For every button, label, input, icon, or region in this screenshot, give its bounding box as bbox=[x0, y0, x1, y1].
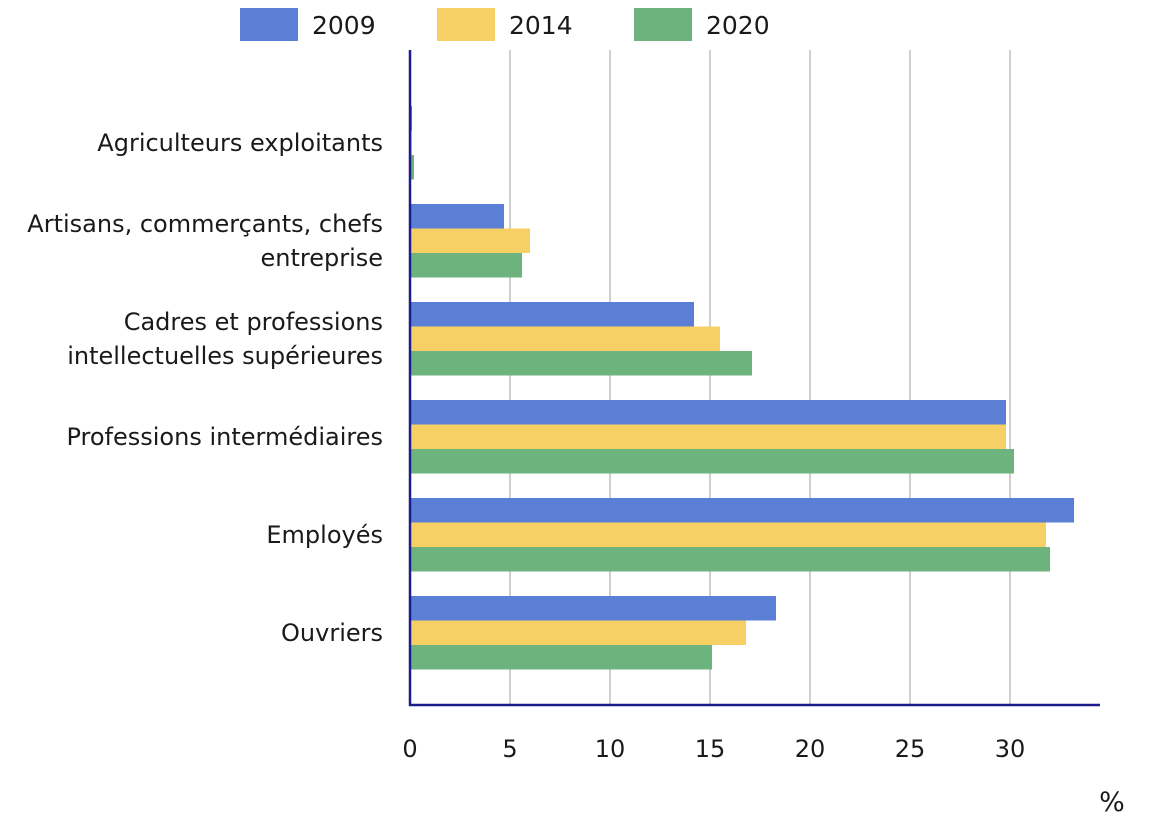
bar-2020-2 bbox=[410, 351, 752, 376]
category-label-2-0: Cadres et professions bbox=[124, 308, 383, 336]
category-labels: Agriculteurs exploitants Artisans, commer… bbox=[27, 129, 383, 647]
category-label-4-0: Employés bbox=[266, 521, 383, 549]
bars bbox=[410, 106, 1074, 670]
bar-2009-4 bbox=[410, 498, 1074, 523]
legend-swatch-2020 bbox=[634, 8, 692, 41]
legend: 2009 2014 2020 bbox=[240, 8, 770, 41]
x-tick-label-10: 10 bbox=[595, 735, 626, 763]
category-label-1-0: Artisans, commerçants, chefs bbox=[27, 210, 383, 238]
x-axis-unit-label: % bbox=[1099, 787, 1125, 814]
bar-2020-5 bbox=[410, 645, 712, 670]
x-tick-label-15: 15 bbox=[695, 735, 726, 763]
grid-lines bbox=[509, 50, 1011, 705]
bar-2014-3 bbox=[410, 424, 1006, 449]
bar-2020-4 bbox=[410, 547, 1050, 572]
bar-2014-4 bbox=[410, 522, 1046, 547]
bar-2014-1 bbox=[410, 228, 530, 253]
x-tick-label-20: 20 bbox=[795, 735, 826, 763]
legend-swatch-2009 bbox=[240, 8, 298, 41]
category-label-2-1: intellectuelles supérieures bbox=[67, 342, 383, 370]
legend-label-2009: 2009 bbox=[312, 11, 376, 40]
bar-2020-0 bbox=[410, 155, 414, 180]
legend-swatch-2014 bbox=[437, 8, 495, 41]
bar-2020-3 bbox=[410, 449, 1014, 474]
bar-2009-2 bbox=[410, 302, 694, 327]
x-tick-labels: 0 5 10 15 20 25 30 bbox=[402, 735, 1025, 763]
x-tick-label-30: 30 bbox=[995, 735, 1026, 763]
bar-2014-5 bbox=[410, 620, 746, 645]
x-tick-label-5: 5 bbox=[502, 735, 517, 763]
x-tick-label-0: 0 bbox=[402, 735, 417, 763]
bar-2009-3 bbox=[410, 400, 1006, 425]
axes bbox=[408, 50, 1100, 707]
bar-2009-1 bbox=[410, 204, 504, 229]
bar-2009-5 bbox=[410, 596, 776, 621]
legend-label-2014: 2014 bbox=[509, 11, 573, 40]
category-label-0-0: Agriculteurs exploitants bbox=[97, 129, 383, 157]
bar-2014-2 bbox=[410, 326, 720, 351]
legend-label-2020: 2020 bbox=[706, 11, 770, 40]
category-label-3-0: Professions intermédiaires bbox=[66, 423, 383, 451]
category-label-1-1: entreprise bbox=[260, 244, 383, 272]
bar-2020-1 bbox=[410, 253, 522, 278]
x-tick-label-25: 25 bbox=[895, 735, 926, 763]
category-label-5-0: Ouvriers bbox=[281, 619, 383, 647]
